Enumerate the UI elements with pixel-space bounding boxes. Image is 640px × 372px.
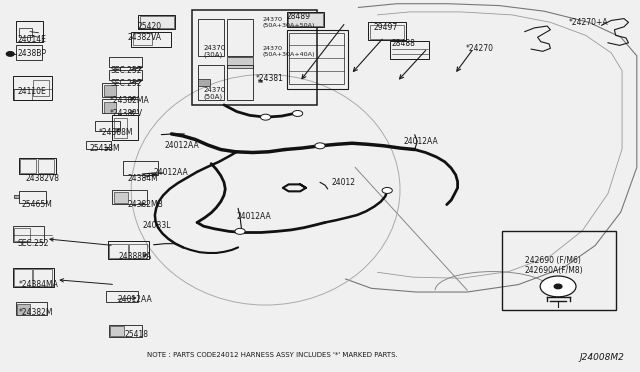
Bar bbox=[390, 41, 429, 59]
Bar bbox=[502, 231, 616, 310]
Bar bbox=[16, 45, 42, 60]
Circle shape bbox=[540, 276, 576, 297]
Bar bbox=[19, 191, 46, 203]
Bar bbox=[112, 115, 138, 140]
Bar bbox=[104, 102, 116, 113]
Bar bbox=[102, 83, 138, 97]
Text: 24012AA: 24012AA bbox=[403, 137, 438, 146]
Circle shape bbox=[6, 52, 14, 56]
Text: J24008M2: J24008M2 bbox=[579, 353, 624, 362]
Text: 24012AA: 24012AA bbox=[164, 141, 199, 150]
Text: 25465M: 25465M bbox=[22, 200, 52, 209]
Circle shape bbox=[554, 284, 562, 289]
Text: 24382V8: 24382V8 bbox=[26, 174, 60, 183]
Text: *24270+A: *24270+A bbox=[568, 18, 608, 27]
Text: 24370
(50A): 24370 (50A) bbox=[204, 87, 226, 100]
Text: 24388PA: 24388PA bbox=[118, 252, 152, 261]
Text: *24388M: *24388M bbox=[99, 128, 134, 137]
Bar bbox=[13, 76, 52, 100]
Text: 29497: 29497 bbox=[374, 23, 398, 32]
Bar bbox=[13, 226, 44, 242]
Bar bbox=[14, 269, 32, 286]
Text: 24384M: 24384M bbox=[128, 174, 159, 183]
Text: *24382M: *24382M bbox=[19, 308, 54, 317]
Text: 25420: 25420 bbox=[138, 22, 162, 31]
Circle shape bbox=[315, 143, 325, 149]
Circle shape bbox=[260, 114, 271, 120]
Text: *24382MA: *24382MA bbox=[110, 96, 150, 105]
Bar bbox=[109, 325, 142, 337]
Bar bbox=[95, 121, 120, 131]
Bar bbox=[109, 57, 142, 67]
Bar bbox=[289, 33, 344, 84]
Bar bbox=[198, 79, 210, 86]
Bar bbox=[16, 302, 47, 315]
Text: *24384MA: *24384MA bbox=[19, 280, 59, 289]
Bar bbox=[198, 19, 224, 56]
Bar bbox=[138, 15, 175, 29]
Text: 24370
(50A+30A+50A): 24370 (50A+30A+50A) bbox=[262, 17, 315, 28]
Bar bbox=[114, 118, 127, 138]
Text: 24014E: 24014E bbox=[18, 35, 47, 44]
Bar bbox=[33, 80, 49, 96]
Text: 2438BP: 2438BP bbox=[18, 49, 47, 58]
Bar bbox=[227, 65, 253, 100]
Bar bbox=[112, 190, 147, 204]
Bar bbox=[109, 70, 142, 80]
Bar bbox=[20, 159, 36, 173]
Bar bbox=[13, 268, 54, 287]
Text: *24382V: *24382V bbox=[110, 109, 143, 118]
Text: *24381: *24381 bbox=[256, 74, 284, 83]
Text: 242690 (F/M6)
242690A(F/M8): 242690 (F/M6) 242690A(F/M8) bbox=[525, 256, 584, 275]
Bar bbox=[33, 269, 52, 286]
Bar bbox=[104, 85, 116, 96]
Bar bbox=[192, 10, 317, 105]
Text: 24033L: 24033L bbox=[142, 221, 171, 230]
Bar bbox=[14, 228, 30, 241]
Text: 25418M: 25418M bbox=[90, 144, 120, 153]
Bar bbox=[86, 141, 111, 149]
Text: 25418: 25418 bbox=[125, 330, 149, 339]
Text: SEC.252: SEC.252 bbox=[110, 79, 141, 88]
Bar bbox=[38, 159, 54, 173]
Text: 24382VA: 24382VA bbox=[128, 33, 162, 42]
Text: 28489: 28489 bbox=[287, 12, 311, 21]
Text: NOTE : PARTS CODE24012 HARNESS ASSY INCLUDES '*' MARKED PARTS.: NOTE : PARTS CODE24012 HARNESS ASSY INCL… bbox=[147, 352, 398, 358]
Bar bbox=[114, 192, 128, 203]
Bar bbox=[19, 158, 56, 174]
Text: *24270: *24270 bbox=[466, 44, 494, 53]
Text: 24012: 24012 bbox=[332, 178, 356, 187]
Bar bbox=[102, 99, 138, 113]
Bar bbox=[19, 28, 32, 37]
Bar bbox=[14, 195, 19, 198]
Bar bbox=[131, 32, 171, 46]
Text: 24370
(30A): 24370 (30A) bbox=[204, 45, 226, 58]
Bar bbox=[287, 30, 348, 89]
Circle shape bbox=[292, 110, 303, 116]
Bar bbox=[109, 244, 128, 258]
Bar bbox=[288, 13, 323, 26]
Bar bbox=[114, 67, 120, 70]
Text: 24012AA: 24012AA bbox=[237, 212, 271, 221]
Text: 28488: 28488 bbox=[392, 39, 415, 48]
Bar bbox=[133, 33, 152, 45]
Text: SEC.252: SEC.252 bbox=[18, 239, 49, 248]
Bar bbox=[287, 12, 324, 27]
Text: 24012AA: 24012AA bbox=[154, 169, 188, 177]
Bar bbox=[108, 241, 149, 259]
Bar bbox=[123, 161, 158, 175]
Circle shape bbox=[235, 228, 245, 234]
Bar bbox=[129, 244, 147, 258]
Circle shape bbox=[382, 187, 392, 193]
Text: 24382MB: 24382MB bbox=[128, 200, 164, 209]
Bar bbox=[198, 65, 224, 100]
Bar bbox=[368, 22, 406, 40]
Bar bbox=[110, 326, 124, 336]
Bar bbox=[16, 21, 43, 42]
Bar bbox=[370, 25, 404, 39]
Text: 24110E: 24110E bbox=[18, 87, 47, 96]
Bar bbox=[14, 89, 32, 100]
Text: 24370
(50A+30A+40A): 24370 (50A+30A+40A) bbox=[262, 46, 315, 57]
Bar bbox=[227, 57, 253, 68]
Text: 24012AA: 24012AA bbox=[117, 295, 152, 304]
